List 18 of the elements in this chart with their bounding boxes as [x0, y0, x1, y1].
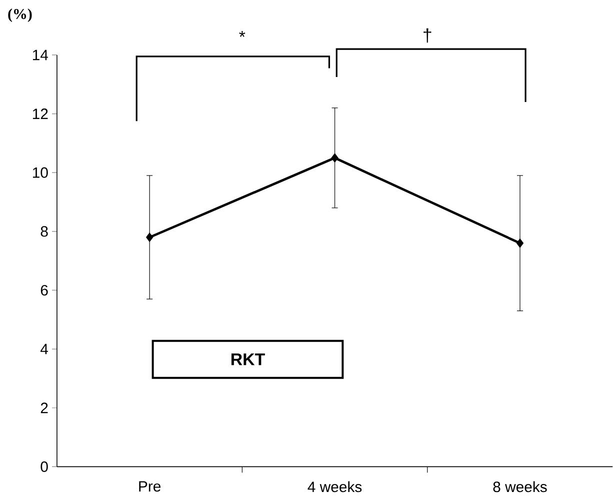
y-tick-label: 2 — [40, 402, 48, 414]
y-tick-label: 0 — [40, 462, 48, 472]
y-axis-title: (%) — [8, 8, 32, 22]
point — [146, 232, 154, 242]
text: * — [239, 31, 246, 38]
y-tick-label: 12 — [32, 108, 48, 120]
point — [516, 238, 524, 248]
x-tick-label: Pre — [139, 481, 161, 492]
x-tick-label: 4 weeks — [308, 481, 362, 492]
y-tick-label: 4 — [40, 344, 48, 354]
y-tick-label: 6 — [40, 285, 48, 296]
annotation: RKT — [231, 354, 265, 366]
text: † — [424, 28, 432, 43]
y-tick-label: 10 — [32, 167, 48, 178]
y-tick-label: 14 — [32, 50, 48, 60]
point — [331, 153, 338, 163]
x-tick-label: 8 weeks — [493, 481, 547, 492]
y-tick-label: 8 — [40, 226, 48, 237]
